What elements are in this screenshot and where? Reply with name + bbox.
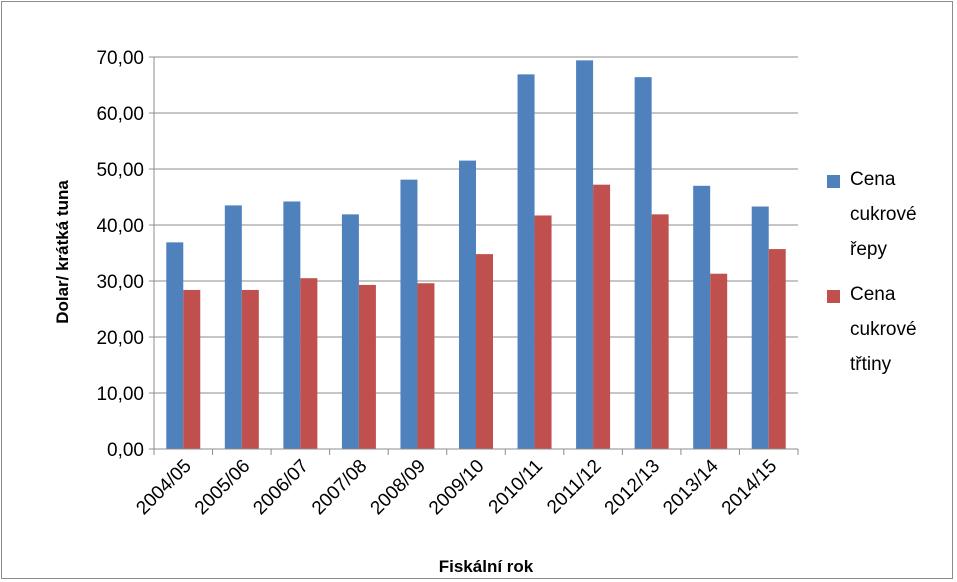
legend-label: Cena cukrové třtiny	[850, 284, 917, 375]
x-tick-label: 2009/10	[425, 456, 488, 519]
y-tick-label: 0,00	[107, 440, 144, 461]
x-tick-labels: 2004/052005/062006/072007/082008/092009/…	[132, 455, 781, 519]
bar-cukrova-repa	[576, 60, 594, 450]
bar-cukrova-trtina	[417, 283, 435, 449]
bar-cukrova-trtina	[534, 215, 552, 449]
y-tick-labels: 0,00 10,00 20,00 30,00 40,00 50,00 60,00 70,00	[96, 48, 144, 461]
bar-cukrova-repa	[751, 206, 769, 449]
bar-cukrova-repa	[400, 179, 418, 449]
bar-cukrova-repa	[634, 77, 652, 449]
axes	[149, 56, 799, 455]
y-tick-label: 40,00	[96, 216, 144, 237]
x-tick-label: 2011/12	[543, 456, 605, 518]
y-tick-label: 20,00	[96, 328, 144, 349]
y-tick-label: 60,00	[96, 104, 144, 125]
bar-cukrova-repa	[283, 201, 301, 449]
x-tick-label: 2013/14	[659, 455, 723, 519]
x-tick-label: 2004/05	[132, 456, 195, 519]
bar-cukrova-trtina	[593, 184, 611, 449]
bar-cukrova-repa	[224, 205, 242, 449]
bar-cukrova-trtina	[358, 284, 376, 449]
legend-swatch	[827, 175, 840, 188]
y-tick-label: 70,00	[96, 48, 144, 69]
x-tick-label: 2007/08	[308, 456, 371, 519]
legend: Cena cukrové řepy Cena cukrové třtiny	[827, 169, 917, 375]
y-tick-label: 10,00	[96, 384, 144, 405]
y-tick-label: 30,00	[96, 272, 144, 293]
bar-cukrova-trtina	[300, 278, 318, 449]
y-tick-label: 50,00	[96, 160, 144, 181]
bar-cukrova-trtina	[768, 249, 786, 449]
bars	[166, 60, 786, 450]
bar-cukrova-repa	[166, 242, 184, 449]
bar-cukrova-trtina	[241, 289, 259, 449]
y-axis-title: Dolar/ krátká tuna	[53, 180, 72, 324]
x-tick-label: 2005/06	[191, 456, 254, 519]
bar-cukrova-trtina	[710, 273, 728, 449]
bar-cukrova-repa	[517, 74, 535, 450]
x-tick-label: 2010/11	[485, 456, 547, 518]
bar-cukrova-repa	[693, 185, 711, 450]
x-axis-title: Fiskální rok	[439, 557, 534, 576]
legend-swatch	[827, 290, 840, 303]
bar-cukrova-trtina	[476, 254, 493, 449]
x-tick-label: 2014/15	[718, 456, 781, 519]
bar-cukrova-trtina	[651, 214, 669, 449]
bar-cukrova-repa	[459, 160, 476, 449]
x-tick-label: 2006/07	[249, 456, 312, 519]
x-tick-label: 2012/13	[601, 456, 664, 519]
x-tick-label: 2008/09	[367, 456, 430, 519]
legend-label: Cena cukrové řepy	[850, 169, 917, 260]
bar-cukrova-repa	[341, 214, 359, 449]
bar-cukrova-trtina	[183, 289, 201, 449]
